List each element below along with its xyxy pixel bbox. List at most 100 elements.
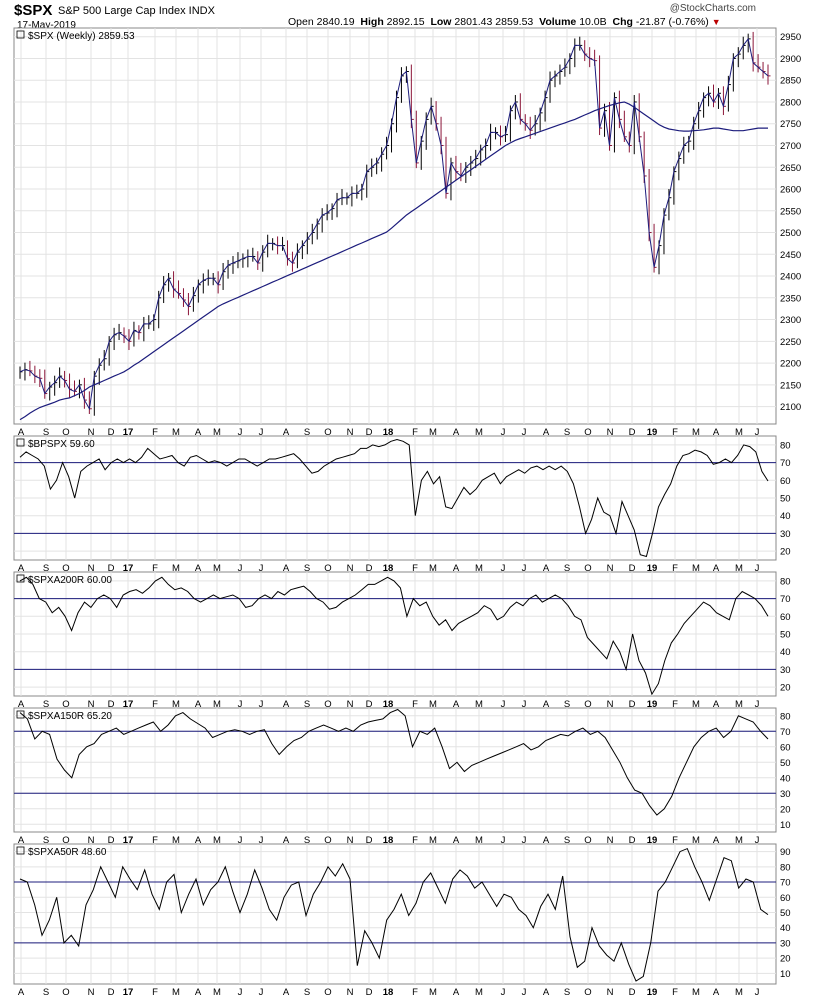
x-tick-label: M	[735, 563, 743, 574]
x-tick-label: M	[429, 835, 437, 846]
x-tick-label: N	[347, 427, 354, 438]
x-tick-label: J	[755, 835, 760, 846]
x-tick-label: S	[304, 835, 310, 846]
x-tick-label: F	[672, 835, 678, 846]
x-tick-label: F	[152, 563, 158, 574]
x-tick-label: D	[629, 987, 636, 998]
y-tick-label: 10	[780, 820, 791, 831]
x-tick-label: M	[429, 987, 437, 998]
y-tick-label: 70	[780, 594, 791, 605]
x-tick-label: N	[347, 563, 354, 574]
x-tick-label: S	[304, 987, 310, 998]
x-tick-label: D	[108, 835, 115, 846]
close-line	[19, 37, 769, 411]
x-tick-label: A	[453, 427, 460, 438]
x-tick-label: M	[692, 835, 700, 846]
x-tick-label: F	[412, 835, 418, 846]
x-tick-label: F	[152, 987, 158, 998]
x-tick-label: A	[195, 563, 202, 574]
x-tick-label: M	[475, 699, 483, 710]
x-tick-label: S	[564, 427, 570, 438]
x-tick-label: 19	[647, 987, 658, 998]
x-tick-label: J	[501, 563, 506, 574]
x-tick-label: O	[62, 699, 69, 710]
change-label: Chg	[612, 16, 633, 28]
x-tick-label: S	[43, 699, 49, 710]
y-tick-label: 80	[780, 862, 791, 873]
x-tick-label: S	[564, 987, 570, 998]
y-tick-label: 70	[780, 727, 791, 738]
x-tick-label: J	[238, 699, 243, 710]
x-tick-label: J	[522, 699, 527, 710]
y-tick-label: 60	[780, 893, 791, 904]
x-tick-label: J	[501, 835, 506, 846]
x-tick-label: J	[259, 427, 264, 438]
x-tick-label: S	[43, 427, 49, 438]
x-tick-label: F	[152, 427, 158, 438]
y-tick-label: 2250	[780, 337, 801, 348]
y-tick-label: 2350	[780, 293, 801, 304]
x-tick-label: M	[692, 427, 700, 438]
x-tick-label: A	[195, 835, 202, 846]
x-tick-label: 17	[123, 835, 134, 846]
y-tick-label: 2100	[780, 402, 801, 413]
x-tick-label: N	[607, 699, 614, 710]
x-tick-label: N	[347, 699, 354, 710]
x-tick-label: D	[366, 699, 373, 710]
y-tick-label: 30	[780, 789, 791, 800]
x-tick-label: S	[564, 835, 570, 846]
x-tick-label: M	[429, 699, 437, 710]
x-tick-label: A	[713, 563, 720, 574]
x-tick-label: O	[62, 835, 69, 846]
x-tick-label: M	[692, 563, 700, 574]
x-tick-label: A	[543, 835, 550, 846]
y-tick-label: 40	[780, 773, 791, 784]
x-tick-label: 17	[123, 563, 134, 574]
panel-menu-icon	[16, 30, 25, 39]
y-tick-label: 2950	[780, 32, 801, 43]
x-tick-label: D	[629, 699, 636, 710]
x-tick-label: F	[672, 427, 678, 438]
y-tick-label: 50	[780, 758, 791, 769]
x-tick-label: A	[283, 427, 290, 438]
x-tick-label: A	[18, 427, 25, 438]
y-tick-label: 30	[780, 529, 791, 540]
x-tick-label: N	[88, 835, 95, 846]
x-tick-label: M	[475, 987, 483, 998]
y-tick-label: 70	[780, 878, 791, 889]
y-tick-label: 50	[780, 908, 791, 919]
y-tick-label: 2550	[780, 206, 801, 217]
x-tick-label: M	[735, 427, 743, 438]
x-tick-label: 17	[123, 427, 134, 438]
x-tick-label: S	[564, 699, 570, 710]
x-tick-label: M	[172, 563, 180, 574]
x-tick-label: M	[692, 987, 700, 998]
x-tick-label: O	[324, 563, 331, 574]
x-tick-label: F	[672, 987, 678, 998]
x-tick-label: A	[283, 563, 290, 574]
x-tick-label: 18	[383, 835, 394, 846]
x-tick-label: M	[429, 427, 437, 438]
x-tick-label: F	[412, 563, 418, 574]
x-tick-label: M	[735, 835, 743, 846]
x-tick-label: O	[324, 427, 331, 438]
x-tick-label: O	[62, 987, 69, 998]
x-tick-label: A	[195, 699, 202, 710]
x-tick-label: N	[607, 987, 614, 998]
x-tick-label: J	[501, 699, 506, 710]
x-tick-label: O	[584, 563, 591, 574]
open-value: 2840.19	[316, 16, 355, 28]
x-tick-label: M	[475, 427, 483, 438]
y-tick-label: 50	[780, 630, 791, 641]
x-tick-label: M	[735, 699, 743, 710]
x-tick-label: A	[18, 987, 25, 998]
x-tick-label: J	[755, 987, 760, 998]
x-tick-label: 18	[383, 563, 394, 574]
x-tick-label: 19	[647, 563, 658, 574]
x-tick-label: J	[522, 563, 527, 574]
low-label: Low	[430, 16, 452, 28]
x-tick-label: S	[43, 563, 49, 574]
x-tick-label: N	[88, 699, 95, 710]
x-tick-label: A	[18, 699, 25, 710]
x-tick-label: O	[62, 563, 69, 574]
